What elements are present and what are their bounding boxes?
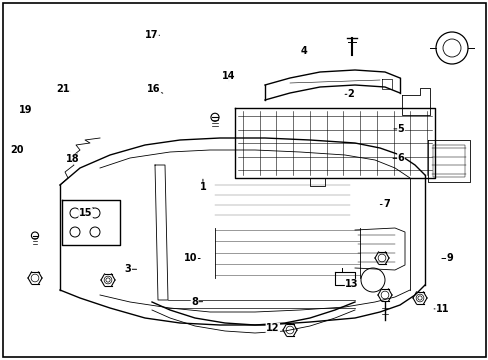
Text: 4: 4	[300, 46, 307, 56]
Text: 2: 2	[347, 89, 354, 99]
Text: 5: 5	[397, 124, 404, 134]
Text: 10: 10	[183, 253, 197, 264]
Text: 14: 14	[222, 71, 235, 81]
Text: 13: 13	[345, 279, 358, 289]
Text: 19: 19	[19, 105, 32, 115]
Text: 12: 12	[265, 323, 279, 333]
Text: 7: 7	[382, 199, 389, 210]
Text: 3: 3	[124, 264, 131, 274]
Text: 9: 9	[446, 253, 452, 264]
Text: 6: 6	[397, 153, 404, 163]
Text: 15: 15	[79, 208, 92, 218]
Text: 1: 1	[199, 182, 206, 192]
Text: 17: 17	[144, 30, 158, 40]
Text: 8: 8	[191, 297, 198, 307]
Text: 16: 16	[147, 84, 161, 94]
Text: 21: 21	[56, 84, 69, 94]
Text: 11: 11	[435, 304, 448, 314]
Text: 20: 20	[10, 145, 24, 156]
Text: 18: 18	[65, 154, 79, 164]
